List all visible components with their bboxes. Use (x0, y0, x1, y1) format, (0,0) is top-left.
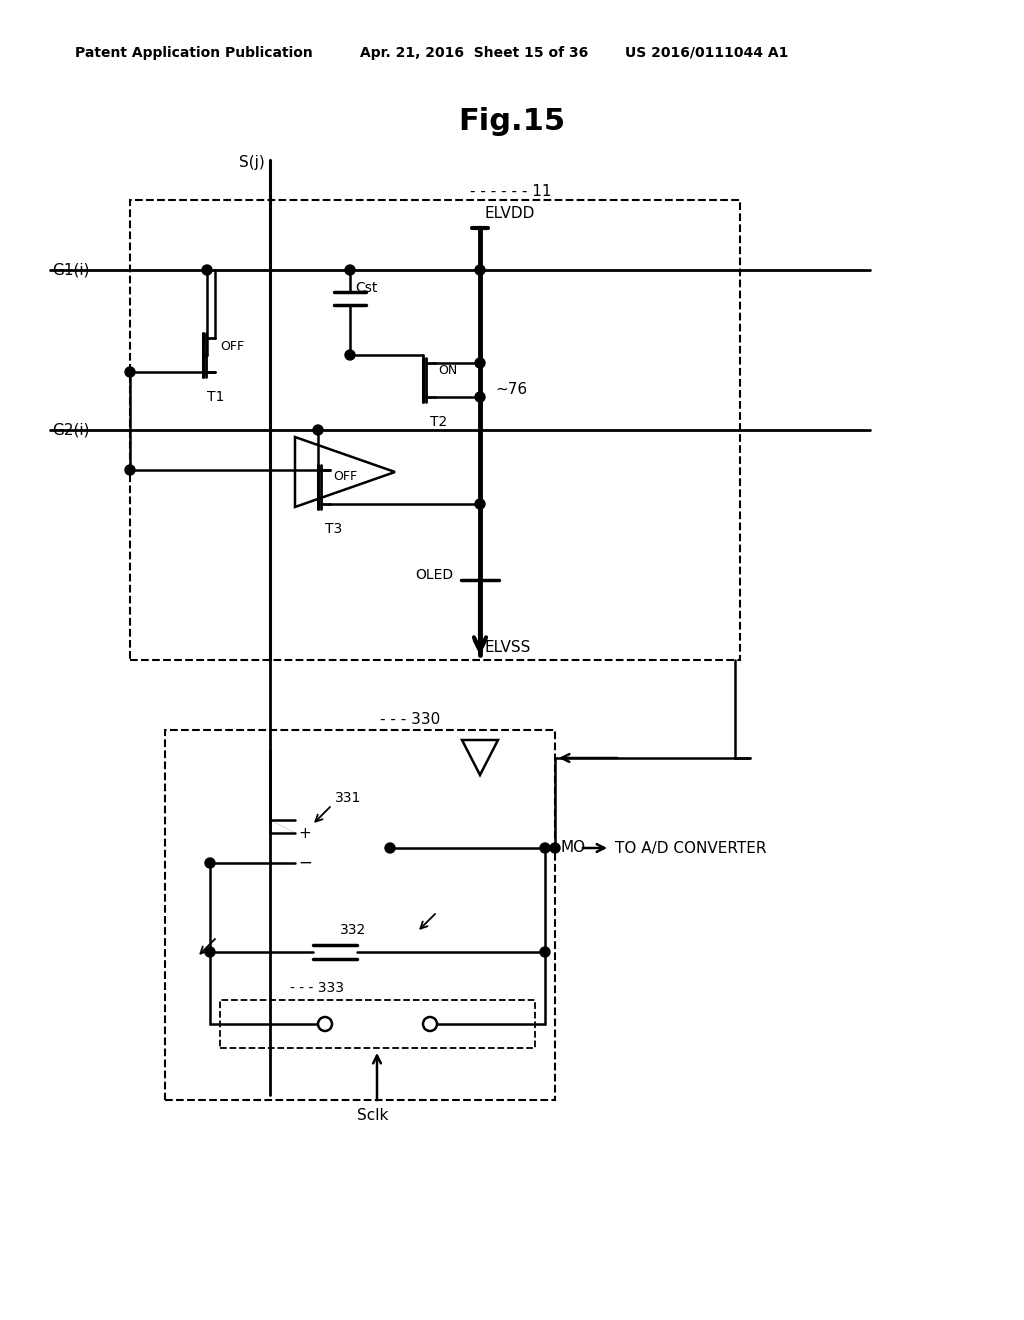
Circle shape (475, 265, 485, 275)
Bar (130, 201, 740, 660)
Text: - - - 330: - - - 330 (380, 713, 440, 727)
Text: TO A/D CONVERTER: TO A/D CONVERTER (615, 841, 767, 855)
Circle shape (318, 1016, 332, 1031)
Text: OLED: OLED (415, 568, 454, 582)
Text: T2: T2 (430, 414, 447, 429)
Bar (220, 1001, 535, 1048)
Circle shape (205, 946, 215, 957)
Text: MO: MO (560, 841, 585, 855)
Bar (165, 730, 555, 1100)
Circle shape (540, 946, 550, 957)
Circle shape (540, 843, 550, 853)
Circle shape (550, 843, 560, 853)
Circle shape (205, 858, 215, 869)
Text: 331: 331 (335, 791, 361, 805)
Text: G1(i): G1(i) (52, 263, 89, 277)
Text: +: + (299, 825, 311, 841)
Text: Sclk: Sclk (357, 1109, 388, 1123)
Circle shape (385, 843, 395, 853)
Text: 332: 332 (340, 923, 367, 937)
Text: T3: T3 (325, 521, 342, 536)
Text: Cst: Cst (355, 281, 378, 294)
Circle shape (345, 265, 355, 275)
Text: ELVSS: ELVSS (485, 640, 531, 656)
Text: US 2016/0111044 A1: US 2016/0111044 A1 (625, 46, 788, 59)
Circle shape (423, 1016, 437, 1031)
Text: OFF: OFF (333, 470, 357, 483)
Circle shape (125, 465, 135, 475)
Circle shape (345, 350, 355, 360)
Text: S(j): S(j) (240, 156, 265, 170)
Text: ~76: ~76 (495, 383, 527, 397)
Text: - - - 333: - - - 333 (290, 981, 344, 995)
Text: G2(i): G2(i) (52, 422, 89, 437)
Circle shape (475, 499, 485, 510)
Circle shape (475, 358, 485, 368)
Circle shape (475, 392, 485, 403)
Text: ON: ON (438, 363, 458, 376)
Text: - - - - - - 11: - - - - - - 11 (470, 185, 552, 199)
Text: −: − (298, 854, 312, 873)
Circle shape (125, 367, 135, 378)
Text: T1: T1 (207, 389, 224, 404)
Text: Fig.15: Fig.15 (459, 107, 565, 136)
Text: OFF: OFF (220, 341, 244, 354)
Circle shape (313, 425, 323, 436)
Text: ELVDD: ELVDD (485, 206, 536, 220)
Circle shape (202, 265, 212, 275)
Text: Patent Application Publication: Patent Application Publication (75, 46, 312, 59)
Text: Apr. 21, 2016  Sheet 15 of 36: Apr. 21, 2016 Sheet 15 of 36 (360, 46, 588, 59)
